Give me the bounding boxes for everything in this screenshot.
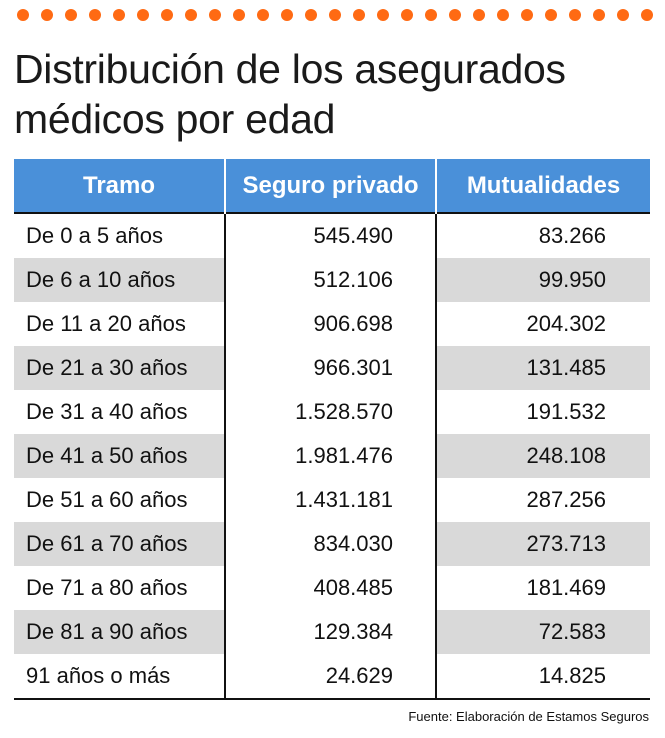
decorative-dot (401, 9, 413, 21)
row-label: De 21 a 30 años (14, 346, 225, 390)
column-header-tramo: Tramo (14, 159, 225, 213)
seguro-privado-value: 966.301 (224, 346, 436, 390)
mutualidades-value: 83.266 (435, 212, 650, 258)
table-row: 91 años o más 24.629 14.825 (14, 654, 650, 700)
seguro-privado-value: 906.698 (224, 302, 436, 346)
decorative-dot (65, 9, 77, 21)
mutualidades-value: 248.108 (435, 434, 650, 478)
decorative-dot (497, 9, 509, 21)
table-row: De 51 a 60 años 1.431.181 287.256 (14, 478, 650, 522)
table-row: De 6 a 10 años 512.106 99.950 (14, 258, 650, 302)
row-label: De 71 a 80 años (26, 575, 188, 600)
decorative-dot (617, 9, 629, 21)
table-row: De 61 a 70 años 834.030 273.713 (14, 522, 650, 566)
table-row: De 0 a 5 años 545.490 83.266 (14, 212, 650, 258)
row-label: De 6 a 10 años (14, 258, 225, 302)
seguro-privado-value: 1.431.181 (224, 478, 436, 522)
decorative-dot (377, 9, 389, 21)
table-row: De 21 a 30 años 966.301 131.485 (14, 346, 650, 390)
mutualidades-value: 181.469 (435, 566, 650, 610)
row-label: De 31 a 40 años (26, 399, 188, 424)
column-header-seguro-privado: Seguro privado (224, 159, 436, 213)
row-label: De 81 a 90 años (14, 610, 225, 654)
seguro-privado-value: 1.528.570 (224, 390, 436, 434)
data-table: Tramo Seguro privado Mutualidades De 0 a… (14, 159, 650, 700)
decorative-dot (233, 9, 245, 21)
decorative-dot (449, 9, 461, 21)
row-label: De 0 a 5 años (14, 212, 225, 258)
header-row: Tramo Seguro privado Mutualidades (14, 159, 650, 213)
row-label: De 61 a 70 años (14, 522, 225, 566)
seguro-privado-value: 834.030 (224, 522, 436, 566)
seguro-privado-value: 408.485 (224, 566, 436, 610)
table-row: De 31 a 40 años 1.528.570 191.532 (14, 390, 650, 434)
row-label: De 51 a 60 años (26, 487, 188, 512)
decorative-dot (545, 9, 557, 21)
row-label: De 11 a 20 años (26, 311, 186, 336)
table-row: De 41 a 50 años 1.981.476 248.108 (14, 434, 650, 478)
decorative-dot (473, 9, 485, 21)
mutualidades-value: 72.583 (435, 610, 650, 654)
decorative-dot (113, 9, 125, 21)
seguro-privado-value: 545.490 (224, 212, 436, 258)
decorative-dot (593, 9, 605, 21)
mutualidades-value: 287.256 (435, 478, 650, 522)
mutualidades-value: 204.302 (435, 302, 650, 346)
decorative-dot (521, 9, 533, 21)
decorative-dot (209, 9, 221, 21)
decorative-dot (329, 9, 341, 21)
decorative-dot (305, 9, 317, 21)
decorative-dot (281, 9, 293, 21)
mutualidades-value: 191.532 (435, 390, 650, 434)
column-header-mutualidades: Mutualidades (435, 159, 650, 213)
table-row: De 81 a 90 años 129.384 72.583 (14, 610, 650, 654)
decorative-dot (425, 9, 437, 21)
decorative-dot (353, 9, 365, 21)
table-row: De 71 a 80 años 408.485 181.469 (14, 566, 650, 610)
chart-title: Distribución de los asegurados médicos p… (14, 46, 566, 142)
seguro-privado-value: 24.629 (224, 654, 436, 700)
decorative-dot (569, 9, 581, 21)
decorative-dot (41, 9, 53, 21)
table-row: De 11 a 20 años 906.698 204.302 (14, 302, 650, 346)
source-note: Fuente: Elaboración de Estamos Seguros (408, 709, 649, 724)
mutualidades-value: 99.950 (435, 258, 650, 302)
decorative-dot (185, 9, 197, 21)
decorative-dot (161, 9, 173, 21)
row-label: 91 años o más (14, 654, 225, 700)
mutualidades-value: 273.713 (435, 522, 650, 566)
decorative-dot (257, 9, 269, 21)
decorative-dot (641, 9, 653, 21)
seguro-privado-value: 1.981.476 (224, 434, 436, 478)
seguro-privado-value: 129.384 (224, 610, 436, 654)
decorative-dot-border (17, 9, 653, 25)
decorative-dot (17, 9, 29, 21)
mutualidades-value: 14.825 (435, 654, 650, 700)
decorative-dot (89, 9, 101, 21)
mutualidades-value: 131.485 (435, 346, 650, 390)
row-label: De 41 a 50 años (14, 434, 225, 478)
decorative-dot (137, 9, 149, 21)
seguro-privado-value: 512.106 (224, 258, 436, 302)
